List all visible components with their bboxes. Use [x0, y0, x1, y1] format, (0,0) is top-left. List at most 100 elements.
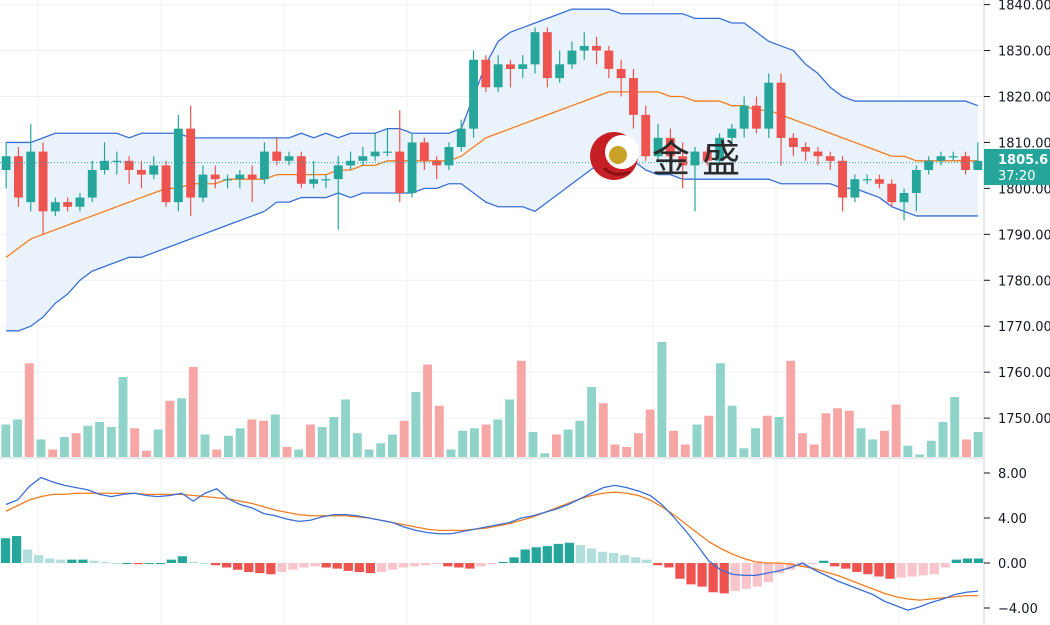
- macd-histogram-bar: [542, 546, 552, 563]
- macd-histogram-bar: [929, 563, 939, 575]
- volume-bar: [83, 425, 93, 457]
- volume-bar: [645, 409, 655, 457]
- macd-axis[interactable]: 8.00 4.00 0.00 −4.00: [984, 467, 1038, 617]
- volume-bar: [856, 428, 866, 457]
- macd-histogram-bar: [653, 563, 663, 566]
- volume-bar: [294, 449, 304, 457]
- candle: [875, 174, 884, 189]
- candle: [629, 68, 638, 129]
- candle: [788, 133, 798, 157]
- price-tick-label: 1800.00: [998, 182, 1050, 197]
- candle: [752, 96, 761, 134]
- macd-histogram-bar: [443, 563, 453, 567]
- volume-bar: [329, 417, 339, 457]
- candle: [616, 59, 626, 97]
- macd-histogram-bar: [376, 563, 387, 572]
- candle: [567, 41, 577, 69]
- volume-bar: [540, 453, 550, 457]
- lower-band-line: [6, 155, 978, 332]
- volume-bar: [469, 428, 479, 457]
- macd-histogram-bar: [686, 563, 696, 585]
- macd-histogram-bar: [144, 563, 154, 564]
- volume-bar: [879, 430, 889, 457]
- volume-bar: [903, 445, 913, 457]
- volume-bar: [141, 450, 151, 457]
- candle: [850, 174, 860, 203]
- volume-bar: [235, 428, 245, 457]
- candle: [407, 133, 417, 198]
- candle: [838, 156, 847, 212]
- volume-bar: [188, 367, 198, 457]
- volume-bar: [669, 430, 679, 457]
- price-axis[interactable]: 1840.00 1830.00 1820.00 1810.00 1800.00 1790.…: [983, 0, 1050, 625]
- macd-histogram-bar: [830, 563, 840, 567]
- macd-histogram-bar: [896, 563, 906, 578]
- volume-bar: [212, 449, 222, 457]
- macd-histogram-bar: [387, 563, 398, 570]
- macd-histogram-bar: [11, 536, 22, 563]
- volume-bar: [387, 434, 397, 457]
- macd-histogram-bar: [155, 563, 165, 564]
- volume-bar: [739, 448, 749, 457]
- volume-bar: [95, 422, 105, 457]
- price-tick-label: 1820.00: [998, 90, 1050, 105]
- candle: [641, 105, 651, 161]
- candle: [100, 142, 109, 175]
- candle: [370, 133, 380, 161]
- jinsheng-logo-icon: [590, 132, 639, 180]
- macd-histogram-bar: [863, 563, 873, 575]
- macd-tick-label: 0.00: [998, 557, 1027, 572]
- volume-bar: [282, 447, 292, 457]
- macd-histogram-bar: [299, 563, 309, 568]
- price-tick-label: 1780.00: [998, 274, 1050, 289]
- candle: [813, 147, 823, 166]
- volume-bar: [434, 405, 444, 457]
- macd-histogram-bar: [708, 563, 718, 593]
- volume-bar: [704, 415, 714, 457]
- macd-histogram-bar: [465, 563, 475, 569]
- price-tick-label: 1760.00: [998, 366, 1050, 381]
- candle: [198, 165, 208, 203]
- volume-bar: [950, 397, 960, 457]
- macd-histogram-bar: [885, 563, 895, 579]
- candle: [604, 45, 614, 79]
- macd-histogram-bar: [244, 563, 254, 572]
- candle: [542, 27, 552, 88]
- candle: [801, 142, 811, 161]
- volume-bar: [844, 410, 854, 457]
- volume-bar: [36, 439, 46, 457]
- macd-histogram-bar: [697, 563, 707, 587]
- candle: [296, 151, 306, 189]
- volume-bar: [622, 447, 632, 457]
- macd-histogram-bar: [575, 545, 586, 563]
- macd-histogram-bar: [398, 563, 409, 568]
- macd-histogram-bar: [56, 559, 66, 563]
- macd-histogram-bar: [553, 543, 563, 563]
- macd-histogram-bar: [177, 556, 188, 563]
- macd-line: [5, 476, 979, 611]
- signal-line: [5, 491, 979, 601]
- volume-bar: [938, 422, 948, 457]
- candle: [973, 142, 983, 170]
- candle: [383, 128, 392, 157]
- candle: [690, 147, 700, 212]
- macd-histogram-bar: [277, 563, 287, 572]
- candle: [764, 73, 774, 138]
- candle: [87, 160, 97, 203]
- volume-bar: [153, 429, 163, 457]
- candle: [678, 142, 688, 189]
- macd-histogram-bar: [841, 563, 851, 569]
- volume-bar: [821, 413, 831, 457]
- upper-band-line: [6, 8, 979, 144]
- candle: [887, 179, 897, 207]
- volume-bar: [528, 432, 538, 457]
- macd-histogram-bar: [498, 561, 508, 563]
- macd-histogram-bar: [22, 549, 33, 563]
- candle: [739, 96, 749, 138]
- macd-histogram-bar: [100, 561, 110, 563]
- candle: [137, 160, 146, 189]
- macd-histogram-bar: [34, 555, 44, 563]
- candle: [38, 142, 48, 235]
- candle: [50, 197, 60, 216]
